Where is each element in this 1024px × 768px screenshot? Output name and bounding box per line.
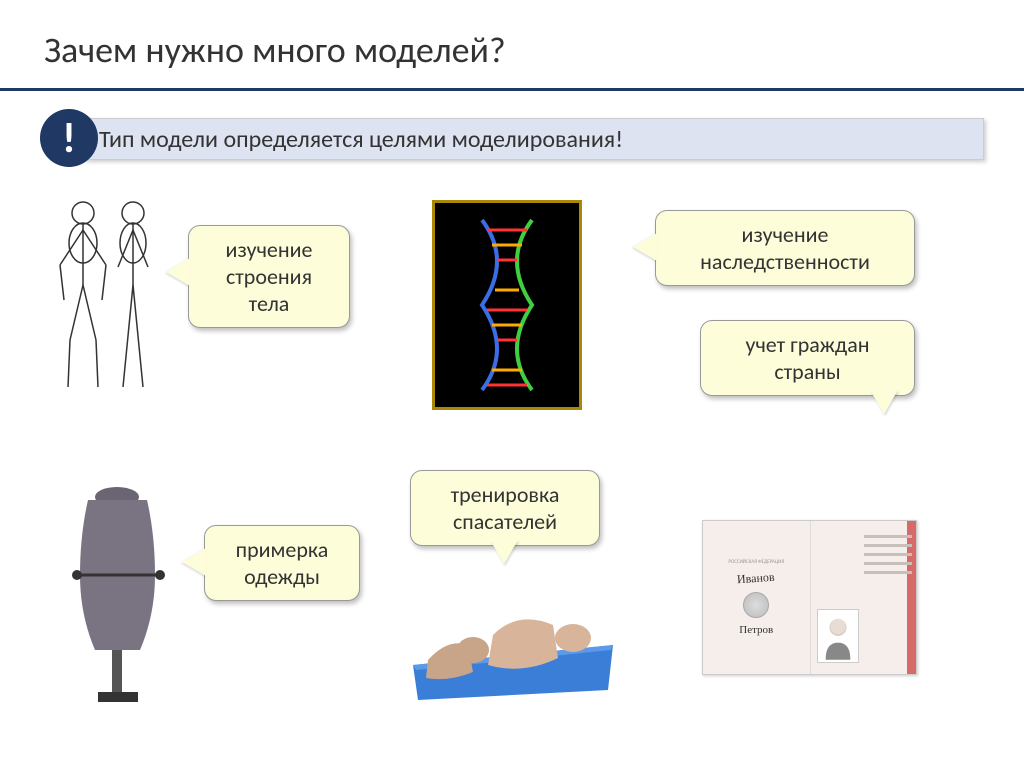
callout-rescuer-training: тренировка спасателей (410, 470, 600, 546)
callout-tail (633, 233, 657, 261)
callout-citizen-registry: учет граждан страны (700, 320, 915, 396)
callout-tail (870, 390, 898, 414)
callout-heredity: изучение наследственности (655, 210, 915, 286)
skeleton-figure (48, 195, 168, 395)
banner-note: Тип модели определяется целями моделиров… (84, 118, 984, 160)
callout-tail (182, 548, 206, 576)
cpr-dummy-figure (408, 570, 618, 705)
dna-figure (432, 200, 582, 410)
title-underline (0, 88, 1024, 91)
callout-body-structure: изучение строения тела (188, 225, 350, 328)
exclaim-badge: ! (40, 109, 98, 167)
mannequin-figure (50, 475, 185, 710)
callout-tail (490, 540, 518, 564)
callout-tail (166, 258, 190, 286)
passport-figure: РОССИЙСКАЯ ФЕДЕРАЦИЯ Иванов Петров (702, 520, 917, 675)
page-title: Зачем нужно много моделей? (44, 28, 506, 72)
callout-clothing-fitting: примерка одежды (204, 525, 360, 601)
